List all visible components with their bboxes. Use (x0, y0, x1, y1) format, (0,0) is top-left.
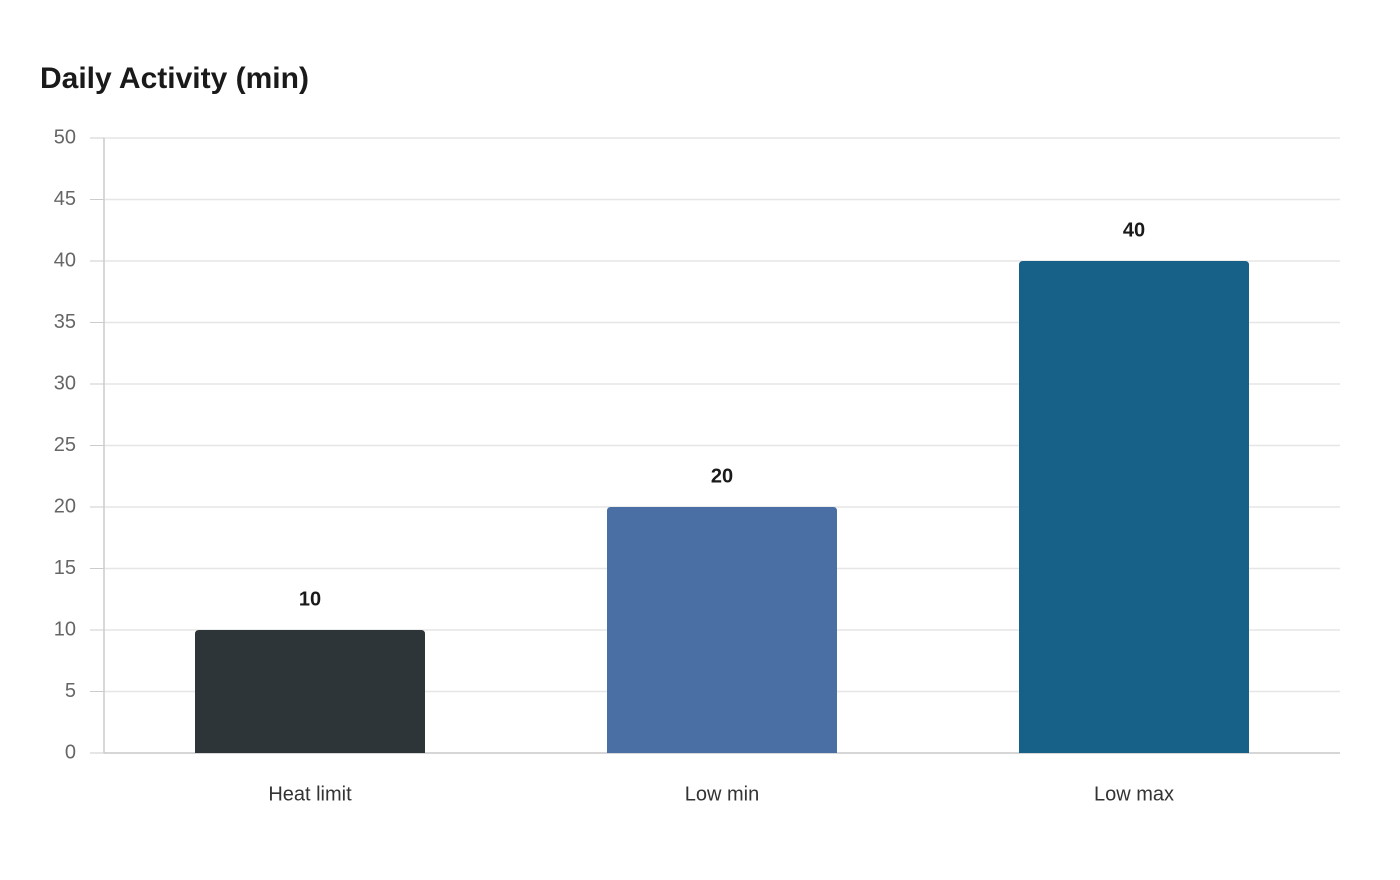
value-label: 40 (1123, 219, 1145, 241)
bar (607, 507, 837, 753)
bar (1019, 261, 1249, 753)
y-tick-label: 20 (54, 495, 76, 517)
y-tick-label: 40 (54, 249, 76, 271)
y-tick-label: 35 (54, 311, 76, 333)
x-tick-label: Low min (685, 783, 759, 805)
value-label: 20 (711, 465, 733, 487)
x-tick-label: Low max (1094, 783, 1174, 805)
y-tick-label: 45 (54, 188, 76, 210)
y-tick-label: 30 (54, 372, 76, 394)
bar (195, 630, 425, 753)
chart-title: Daily Activity (min) (40, 62, 309, 95)
y-tick-label: 25 (54, 434, 76, 456)
y-tick-label: 10 (54, 618, 76, 640)
y-tick-label: 0 (65, 741, 76, 763)
x-tick-label: Heat limit (268, 783, 352, 805)
y-tick-label: 50 (54, 126, 76, 148)
y-tick-label: 5 (65, 680, 76, 702)
y-tick-label: 15 (54, 557, 76, 579)
value-label: 10 (299, 588, 321, 610)
